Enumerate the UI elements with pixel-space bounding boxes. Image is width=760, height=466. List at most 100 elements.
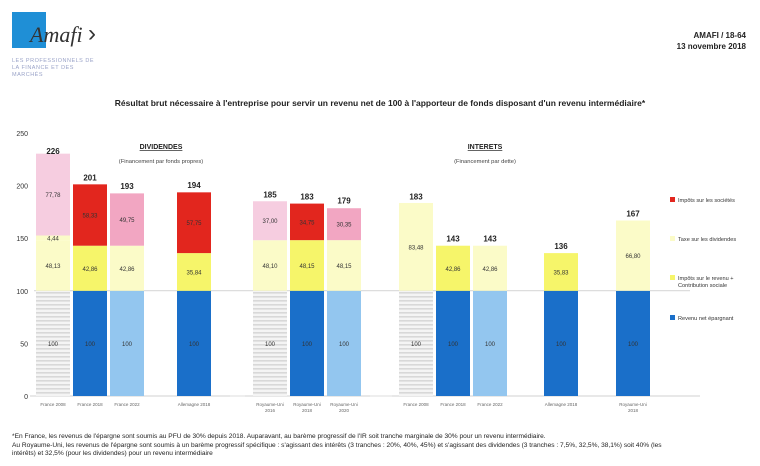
chart-title: Résultat brut nécessaire à l'entreprise … xyxy=(114,98,646,108)
x-tick-label: Allemagne 2018 xyxy=(545,402,578,407)
x-tick-label: France 2008 xyxy=(403,402,429,407)
x-tick-label: 2018 xyxy=(302,408,313,413)
logo-tagline: LES PROFESSIONNELS DE LA FINANCE ET DES … xyxy=(12,58,95,78)
bar-total-label: 143 xyxy=(446,235,460,244)
x-tick-label: Royaume-Uni xyxy=(619,402,647,407)
segment-label: 100 xyxy=(48,342,59,348)
reference-date: 13 novembre 2018 xyxy=(676,42,746,51)
logo-chevron-icon: › xyxy=(88,20,96,47)
segment-label: 37,00 xyxy=(262,219,278,225)
legend-label: Impôts sur le revenu + xyxy=(678,276,734,282)
segment-label: 57,75 xyxy=(186,221,202,227)
bar-total-label: 201 xyxy=(83,174,97,183)
segment-label: 77,78 xyxy=(45,193,61,199)
bar-segment xyxy=(253,290,287,396)
bar-segment xyxy=(399,202,433,291)
bar-segment xyxy=(73,245,107,291)
bar-segment xyxy=(290,203,324,241)
group-subtitle: (Financement par fonds propres) xyxy=(119,159,203,165)
bar-total-label: 183 xyxy=(409,192,423,201)
bar-segment xyxy=(177,253,211,291)
bar-segment xyxy=(110,290,144,396)
segment-label: 4,44 xyxy=(47,236,59,242)
footnote-line-2: Au Royaume-Uni, les revenus de l'épargne… xyxy=(12,441,662,449)
x-tick-label: France 2008 xyxy=(40,402,66,407)
segment-label: 100 xyxy=(85,342,96,348)
legend-label: Revenu net épargnant xyxy=(678,316,734,322)
reference-number: AMAFI / 18-64 xyxy=(693,31,746,40)
legend-label: Taxe sur les dividendes xyxy=(678,237,736,243)
bar-total-label: 193 xyxy=(120,182,134,191)
legend-label: Contribution sociale xyxy=(678,283,727,289)
bar-total-label: 143 xyxy=(483,235,497,244)
segment-label: 30,35 xyxy=(336,223,352,229)
bar-segment xyxy=(253,240,287,291)
bar-segment xyxy=(473,245,507,291)
segment-label: 100 xyxy=(556,342,567,348)
bar-segment xyxy=(327,290,361,396)
x-tick-label: France 2018 xyxy=(440,402,466,407)
document-reference: AMAFI / 18-64 13 novembre 2018 xyxy=(677,30,746,52)
x-tick-label: 2016 xyxy=(265,408,276,413)
x-tick-label: Royaume-Uni xyxy=(293,402,321,407)
group-title: DIVIDENDES xyxy=(140,144,183,151)
segment-label: 83,48 xyxy=(408,245,424,251)
footnote: *En France, les revenus de l'épargne son… xyxy=(12,433,752,459)
segment-label: 42,86 xyxy=(445,267,461,273)
group-subtitle: (Financement par dette) xyxy=(454,159,516,165)
x-tick-label: France 2018 xyxy=(77,402,103,407)
logo-mark xyxy=(12,12,46,48)
y-tick-label: 150 xyxy=(16,236,28,243)
bar-segment xyxy=(36,240,70,291)
segment-label: 48,15 xyxy=(299,264,315,270)
legend-label: Impôts sur les sociétés xyxy=(678,198,735,204)
segment-label: 100 xyxy=(628,342,639,348)
segment-label: 34,75 xyxy=(299,220,315,226)
x-tick-label: Royaume-Uni xyxy=(330,402,358,407)
segment-label: 100 xyxy=(448,342,459,348)
bar-segment xyxy=(110,193,144,246)
bar-segment xyxy=(110,245,144,291)
bar-segment xyxy=(327,208,361,241)
bar-segment xyxy=(473,290,507,396)
footnote-line-3: intérêts) et 32,5% (pour les dividendes)… xyxy=(12,450,213,458)
segment-label: 66,80 xyxy=(625,254,641,260)
segment-label: 42,86 xyxy=(82,267,98,273)
bar-segment xyxy=(177,192,211,254)
bar-segment xyxy=(399,290,433,396)
x-tick-label: 2018 xyxy=(628,408,639,413)
group-title: INTERETS xyxy=(468,144,503,151)
legend-swatch xyxy=(670,236,675,241)
bar-segment xyxy=(36,153,70,236)
x-tick-label: Allemagne 2018 xyxy=(178,402,211,407)
x-tick-label: France 2022 xyxy=(114,402,140,407)
segment-label: 35,83 xyxy=(553,270,569,276)
legend-swatch xyxy=(670,315,675,320)
segment-label: 100 xyxy=(485,342,496,348)
bar-segment xyxy=(36,290,70,396)
legend-swatch xyxy=(670,275,675,280)
bar-total-label: 185 xyxy=(263,190,277,199)
segment-label: 100 xyxy=(411,342,422,348)
x-tick-label: Royaume-Uni xyxy=(256,402,284,407)
bar-segment xyxy=(73,184,107,246)
bar-segment xyxy=(73,290,107,396)
segment-label: 42,86 xyxy=(482,267,498,273)
segment-label: 48,10 xyxy=(262,264,278,270)
legend-swatch xyxy=(670,197,675,202)
segment-label: 100 xyxy=(302,342,313,348)
bar-segment xyxy=(327,240,361,291)
x-tick-label: 2020 xyxy=(339,408,350,413)
segment-label: 100 xyxy=(339,342,350,348)
x-tick-label: France 2022 xyxy=(477,402,503,407)
bar-segment xyxy=(36,235,70,241)
logo-text: Amafi xyxy=(30,22,83,47)
footnote-line-1: *En France, les revenus de l'épargne son… xyxy=(12,433,546,440)
bar-segment xyxy=(616,290,650,396)
y-tick-label: 100 xyxy=(16,289,28,296)
segment-label: 48,15 xyxy=(336,264,352,270)
y-tick-label: 50 xyxy=(20,341,28,348)
bar-total-label: 136 xyxy=(554,242,568,251)
segment-label: 48,13 xyxy=(45,264,61,270)
